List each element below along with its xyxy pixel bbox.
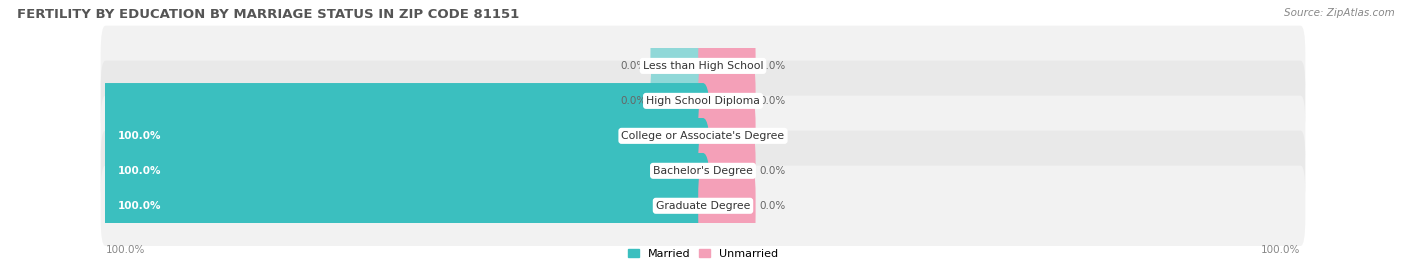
FancyBboxPatch shape (699, 132, 755, 210)
Text: Less than High School: Less than High School (643, 61, 763, 71)
Legend: Married, Unmarried: Married, Unmarried (623, 245, 783, 263)
FancyBboxPatch shape (699, 27, 755, 105)
Text: 100.0%: 100.0% (105, 245, 145, 255)
FancyBboxPatch shape (699, 167, 755, 245)
Text: 100.0%: 100.0% (1261, 245, 1301, 255)
FancyBboxPatch shape (101, 61, 1305, 141)
Text: 0.0%: 0.0% (759, 201, 786, 211)
FancyBboxPatch shape (651, 62, 707, 140)
FancyBboxPatch shape (98, 153, 710, 259)
FancyBboxPatch shape (101, 26, 1305, 106)
Text: 100.0%: 100.0% (118, 131, 160, 141)
Text: 0.0%: 0.0% (759, 96, 786, 106)
Text: 0.0%: 0.0% (620, 61, 647, 71)
Text: 0.0%: 0.0% (759, 166, 786, 176)
Text: Graduate Degree: Graduate Degree (655, 201, 751, 211)
FancyBboxPatch shape (101, 96, 1305, 176)
Text: 100.0%: 100.0% (118, 166, 160, 176)
Text: Source: ZipAtlas.com: Source: ZipAtlas.com (1284, 8, 1395, 18)
Text: 100.0%: 100.0% (118, 201, 160, 211)
FancyBboxPatch shape (98, 83, 710, 189)
FancyBboxPatch shape (98, 118, 710, 224)
Text: College or Associate's Degree: College or Associate's Degree (621, 131, 785, 141)
FancyBboxPatch shape (101, 166, 1305, 246)
Text: High School Diploma: High School Diploma (647, 96, 759, 106)
FancyBboxPatch shape (651, 27, 707, 105)
Text: 0.0%: 0.0% (620, 96, 647, 106)
FancyBboxPatch shape (699, 97, 755, 175)
Text: 0.0%: 0.0% (759, 61, 786, 71)
Text: 0.0%: 0.0% (759, 131, 786, 141)
Text: Bachelor's Degree: Bachelor's Degree (652, 166, 754, 176)
FancyBboxPatch shape (699, 62, 755, 140)
FancyBboxPatch shape (101, 131, 1305, 211)
Text: FERTILITY BY EDUCATION BY MARRIAGE STATUS IN ZIP CODE 81151: FERTILITY BY EDUCATION BY MARRIAGE STATU… (17, 8, 519, 21)
